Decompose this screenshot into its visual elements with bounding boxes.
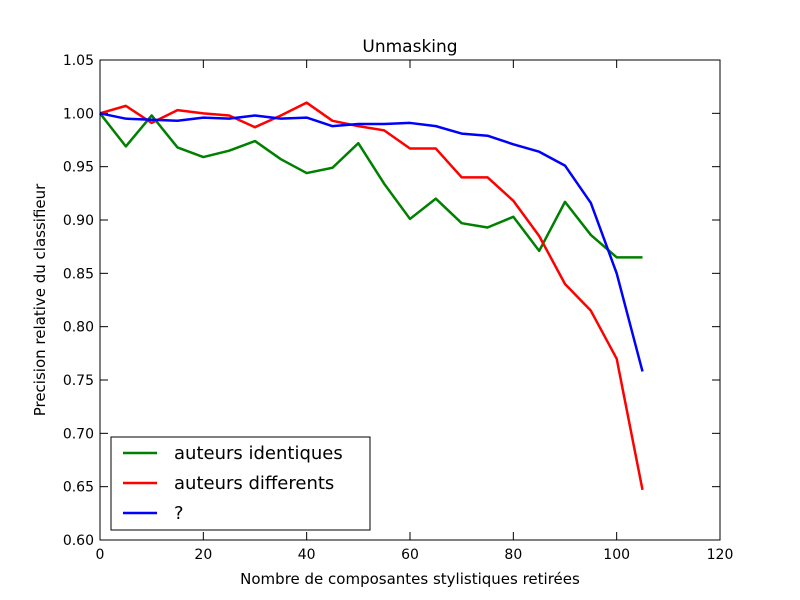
legend-label: ? (174, 503, 184, 524)
series-line-2 (99, 101, 644, 491)
legend-label: auteurs differents (174, 473, 334, 494)
legend-label: auteurs identiques (174, 443, 343, 464)
legend: auteurs identiques auteurs differents? (110, 436, 371, 531)
y-tick-label: 0.85 (63, 266, 94, 282)
x-tick-label: 40 (298, 547, 316, 563)
y-tick-label: 0.60 (63, 533, 94, 549)
chart-title: Unmasking (362, 37, 457, 57)
x-tick-label: 80 (504, 547, 522, 563)
x-tick-label: 100 (603, 547, 630, 563)
y-tick-label: 1.00 (63, 106, 94, 122)
x-tick-label: 120 (707, 547, 734, 563)
series-line-3 (99, 112, 644, 372)
plot-frame (99, 59, 721, 541)
y-axis-label: Precision relative du classifieur (31, 183, 49, 416)
y-tick-label: 0.80 (63, 320, 94, 336)
x-tick-label: 0 (96, 547, 105, 563)
y-tick-label: 0.95 (63, 160, 94, 176)
y-tick-label: 0.90 (63, 213, 94, 229)
series-line-1 (99, 112, 643, 259)
x-axis-label: Nombre de composantes stylistiques retir… (240, 570, 580, 588)
series-lines (99, 101, 644, 491)
y-tick-label: 0.65 (63, 480, 94, 496)
y-tick-label: 1.05 (63, 53, 94, 69)
y-tick-label: 0.70 (63, 426, 94, 442)
x-tick-label: 60 (401, 547, 419, 563)
x-tick-label: 20 (194, 547, 212, 563)
y-tick-label: 0.75 (63, 373, 94, 389)
axis-ticks: 0 20 40 60 80 100 120 0.60 0.65 0.70 0.75 0.80 0.85 0… (63, 53, 734, 563)
